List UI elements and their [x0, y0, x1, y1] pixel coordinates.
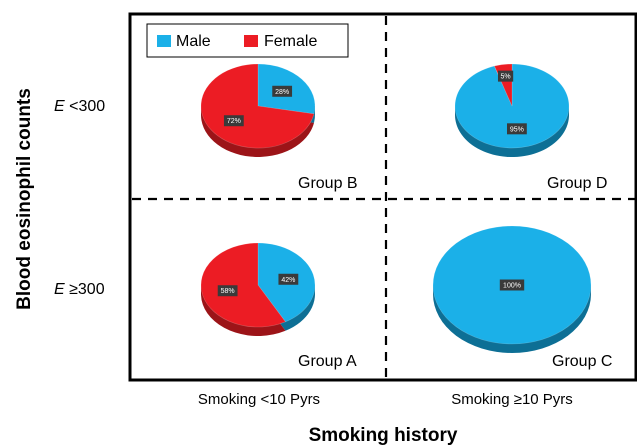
- pie-panels: 28% 72% 95% 5% 42% 58% 100%: [200, 63, 592, 353]
- group-b-female-slice: [200, 63, 315, 149]
- legend: Male Female: [146, 23, 349, 58]
- group-d-female-label-box: [497, 70, 514, 82]
- group-a-female-label-box: [217, 285, 238, 297]
- y-axis-title: Blood eosinophil counts: [14, 88, 35, 310]
- group-label-c: Group C: [552, 353, 612, 370]
- legend-swatch-male: [157, 35, 171, 47]
- group-a-female-slice: [200, 242, 286, 328]
- x-category-high: Smoking ≥10 Pyrs: [451, 391, 573, 408]
- group-d-male-slice: [454, 63, 570, 149]
- group-a-female-label: 58%: [221, 288, 235, 295]
- group-b-male-label-box: [272, 85, 293, 97]
- legend-label-female: Female: [264, 33, 317, 50]
- group-b-female-label: 72%: [227, 118, 241, 125]
- y-category-low-rest: <300: [65, 98, 106, 115]
- group-label-d: Group D: [547, 175, 607, 192]
- group-b-male-label: 28%: [275, 89, 289, 96]
- group-d-male-label-box: [507, 123, 527, 135]
- y-category-high: E ≥300: [54, 281, 105, 298]
- y-category-low-prefix: E: [54, 98, 65, 115]
- legend-swatch-female: [244, 35, 258, 47]
- y-category-high-prefix: E: [54, 281, 65, 298]
- x-category-low: Smoking <10 Pyrs: [198, 391, 320, 408]
- legend-label-male: Male: [176, 33, 211, 50]
- group-d-female-label: 5%: [501, 74, 511, 81]
- group-a-male-label-box: [278, 273, 299, 285]
- group-c-male-label: 100%: [503, 283, 521, 290]
- group-label-a: Group A: [298, 353, 357, 370]
- group-label-b: Group B: [298, 175, 358, 192]
- group-b-female-label-box: [223, 115, 244, 127]
- group-d-male-label: 95%: [510, 126, 524, 133]
- y-category-high-rest: ≥300: [65, 281, 105, 298]
- plot-frame: [128, 12, 637, 382]
- group-c-male-label-box: [499, 279, 525, 291]
- x-axis-title: Smoking history: [309, 425, 458, 446]
- y-category-low: E <300: [54, 98, 105, 115]
- group-a-male-label: 42%: [281, 277, 295, 284]
